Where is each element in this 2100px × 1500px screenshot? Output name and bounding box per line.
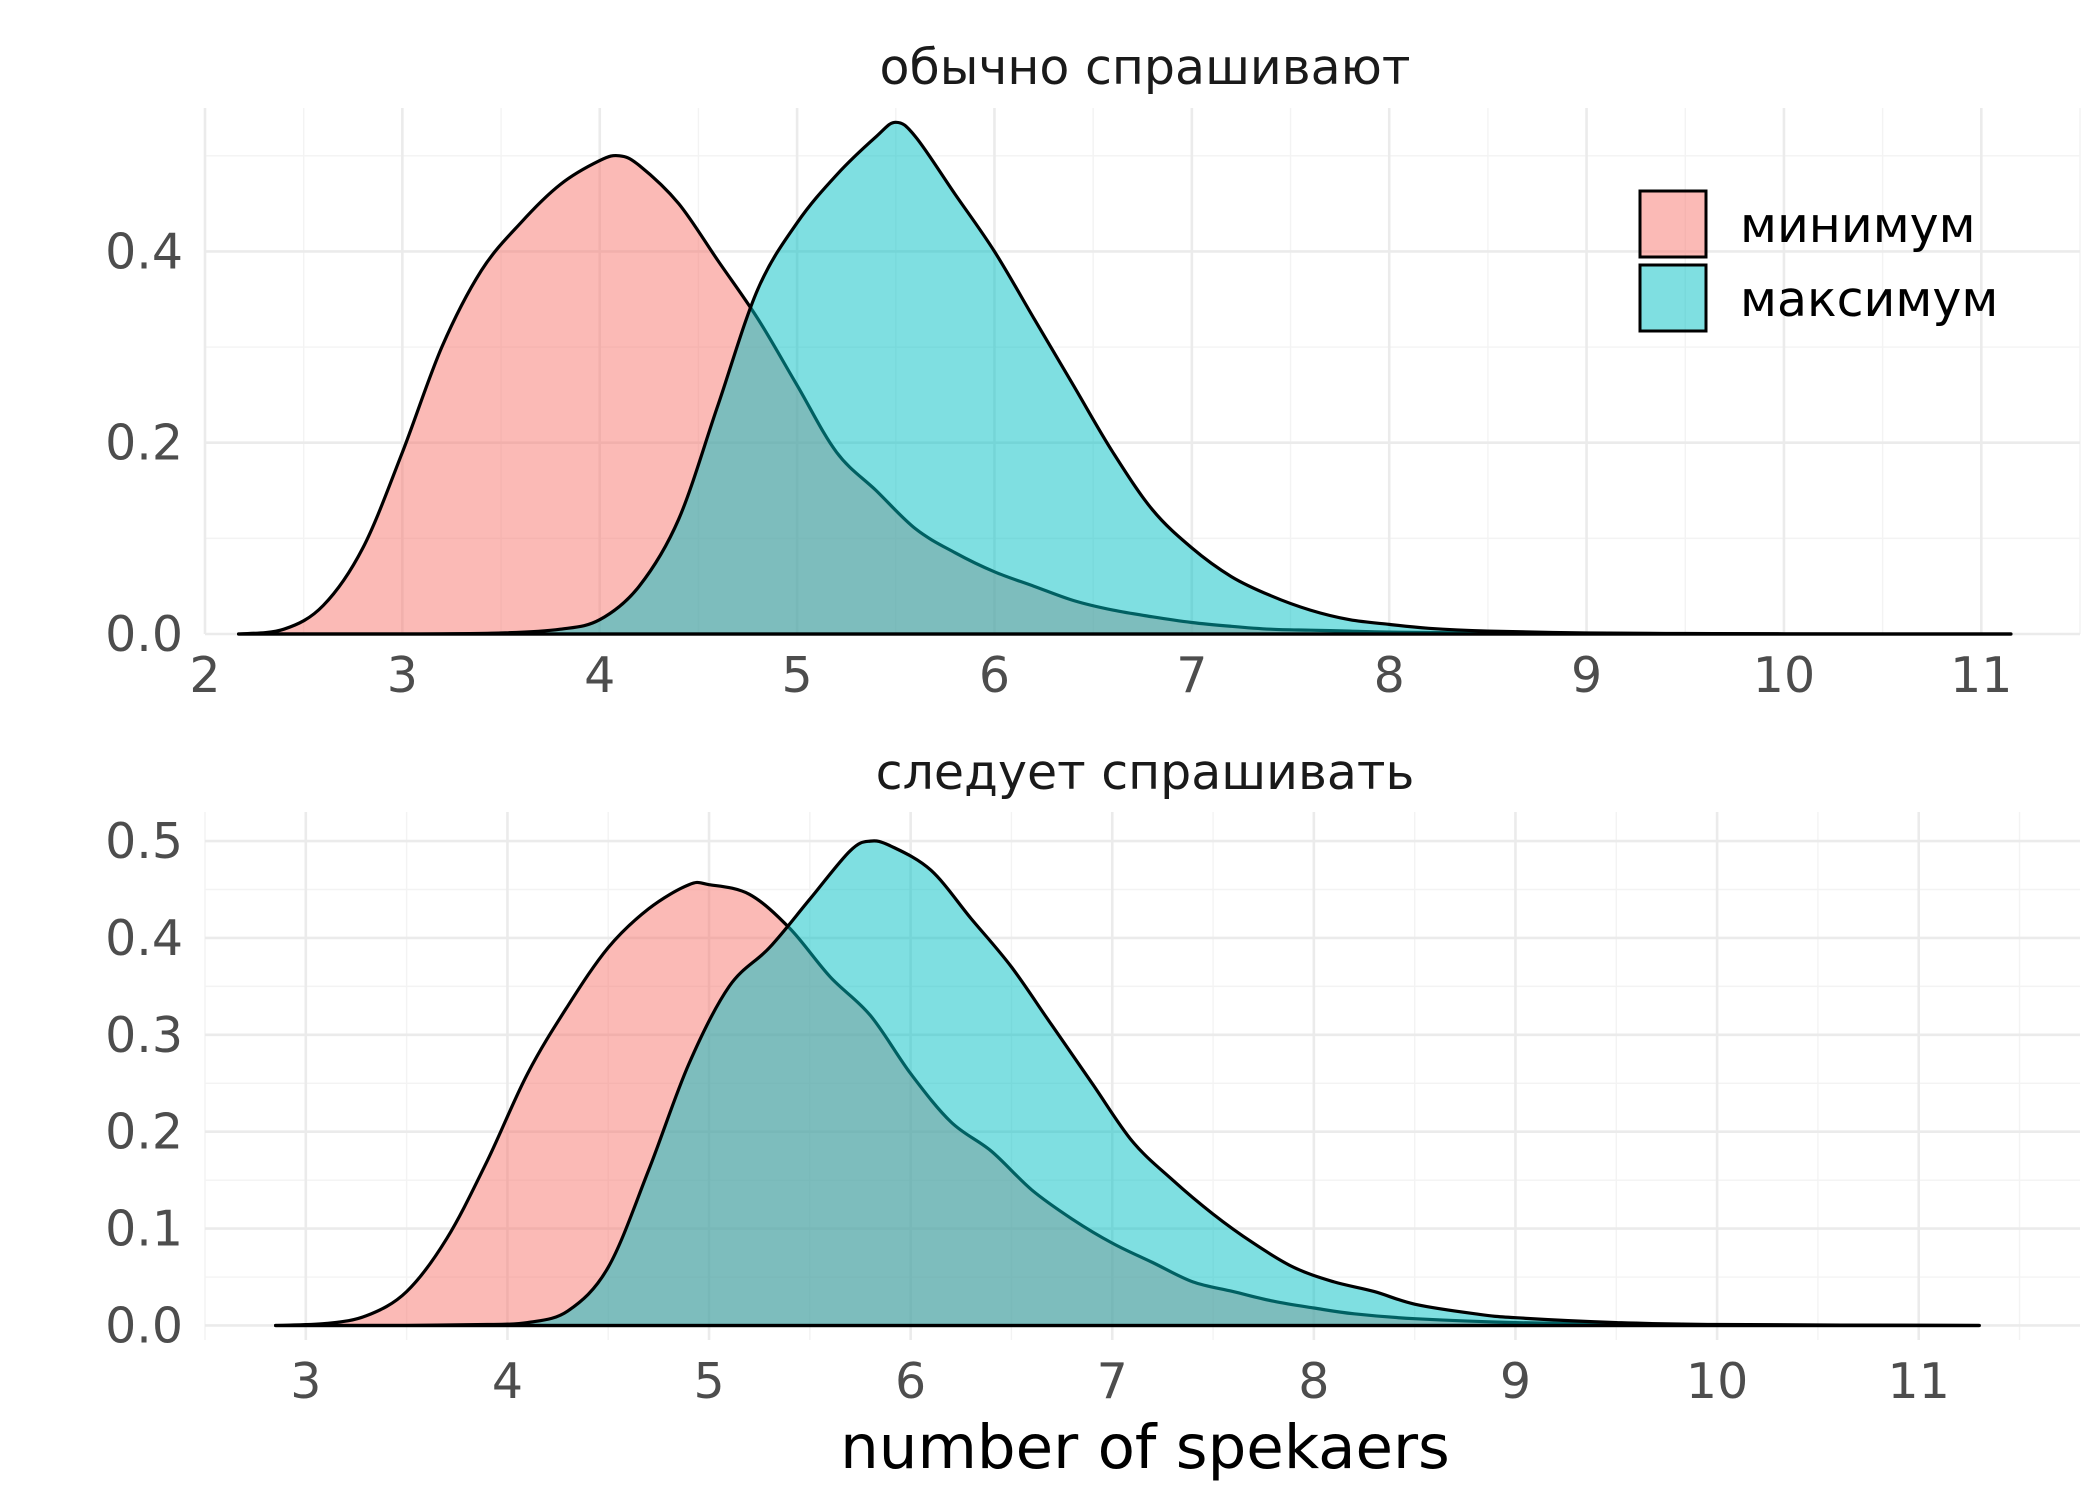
y-tick-label: 0.1 <box>105 1201 183 1258</box>
x-axis-title: number of spekaers <box>840 1412 1450 1483</box>
legend: минимум максимум <box>1638 189 1998 333</box>
density-area-maximum <box>274 839 1981 1328</box>
y-tick-label: 0.5 <box>105 813 183 870</box>
x-tick-label: 11 <box>1950 647 2012 704</box>
panel-0-y-tick-labels: 0.0 0.2 0.4 <box>105 223 183 663</box>
y-tick-label: 0.0 <box>105 606 183 663</box>
panel-0-x-tick-labels: 2 3 4 5 6 7 8 9 10 11 <box>189 647 2012 704</box>
x-tick-label: 6 <box>895 1353 926 1410</box>
x-tick-label: 9 <box>1571 647 1602 704</box>
panel-sleduet: 3 4 5 6 7 8 9 10 11 0.0 0.1 0.2 0.3 0.4 0.5 следует с… <box>105 744 2080 1410</box>
y-tick-label: 0.0 <box>105 1297 183 1354</box>
x-tick-label: 10 <box>1753 647 1815 704</box>
x-tick-label: 5 <box>782 647 813 704</box>
x-tick-label: 10 <box>1686 1353 1748 1410</box>
x-tick-label: 4 <box>584 647 615 704</box>
density-area-maximum <box>237 120 2013 636</box>
y-tick-label: 0.2 <box>105 415 183 472</box>
panel-1-areas <box>274 839 1981 1328</box>
panel-0-title: обычно спрашивают <box>880 39 1411 96</box>
y-tick-label: 0.2 <box>105 1104 183 1161</box>
y-tick-label: 0.3 <box>105 1007 183 1064</box>
x-tick-label: 5 <box>693 1353 724 1410</box>
x-tick-label: 8 <box>1298 1353 1329 1410</box>
legend-label-minimum: минимум <box>1740 197 1976 254</box>
legend-key-maximum <box>1638 263 1708 333</box>
x-tick-label: 4 <box>492 1353 523 1410</box>
x-tick-label: 7 <box>1176 647 1207 704</box>
x-tick-label: 9 <box>1500 1353 1531 1410</box>
y-tick-label: 0.4 <box>105 223 183 280</box>
legend-key-minimum <box>1638 189 1708 259</box>
x-tick-label: 7 <box>1097 1353 1128 1410</box>
x-tick-label: 8 <box>1374 647 1405 704</box>
panel-1-x-tick-labels: 3 4 5 6 7 8 9 10 11 <box>290 1353 1950 1410</box>
panel-1-y-tick-labels: 0.0 0.1 0.2 0.3 0.4 0.5 <box>105 813 183 1354</box>
panel-1-title: следует спрашивать <box>876 744 1415 801</box>
legend-label-maximum: максимум <box>1740 271 1998 328</box>
x-tick-label: 3 <box>387 647 418 704</box>
x-tick-label: 2 <box>189 647 220 704</box>
panel-obychno: 2 3 4 5 6 7 8 9 10 11 0.0 0.2 0.4 обычно спрашивают <box>105 39 2081 704</box>
x-tick-label: 6 <box>979 647 1010 704</box>
x-tick-label: 3 <box>290 1353 321 1410</box>
y-tick-label: 0.4 <box>105 910 183 967</box>
panel-0-areas <box>237 120 2013 636</box>
x-tick-label: 11 <box>1888 1353 1950 1410</box>
